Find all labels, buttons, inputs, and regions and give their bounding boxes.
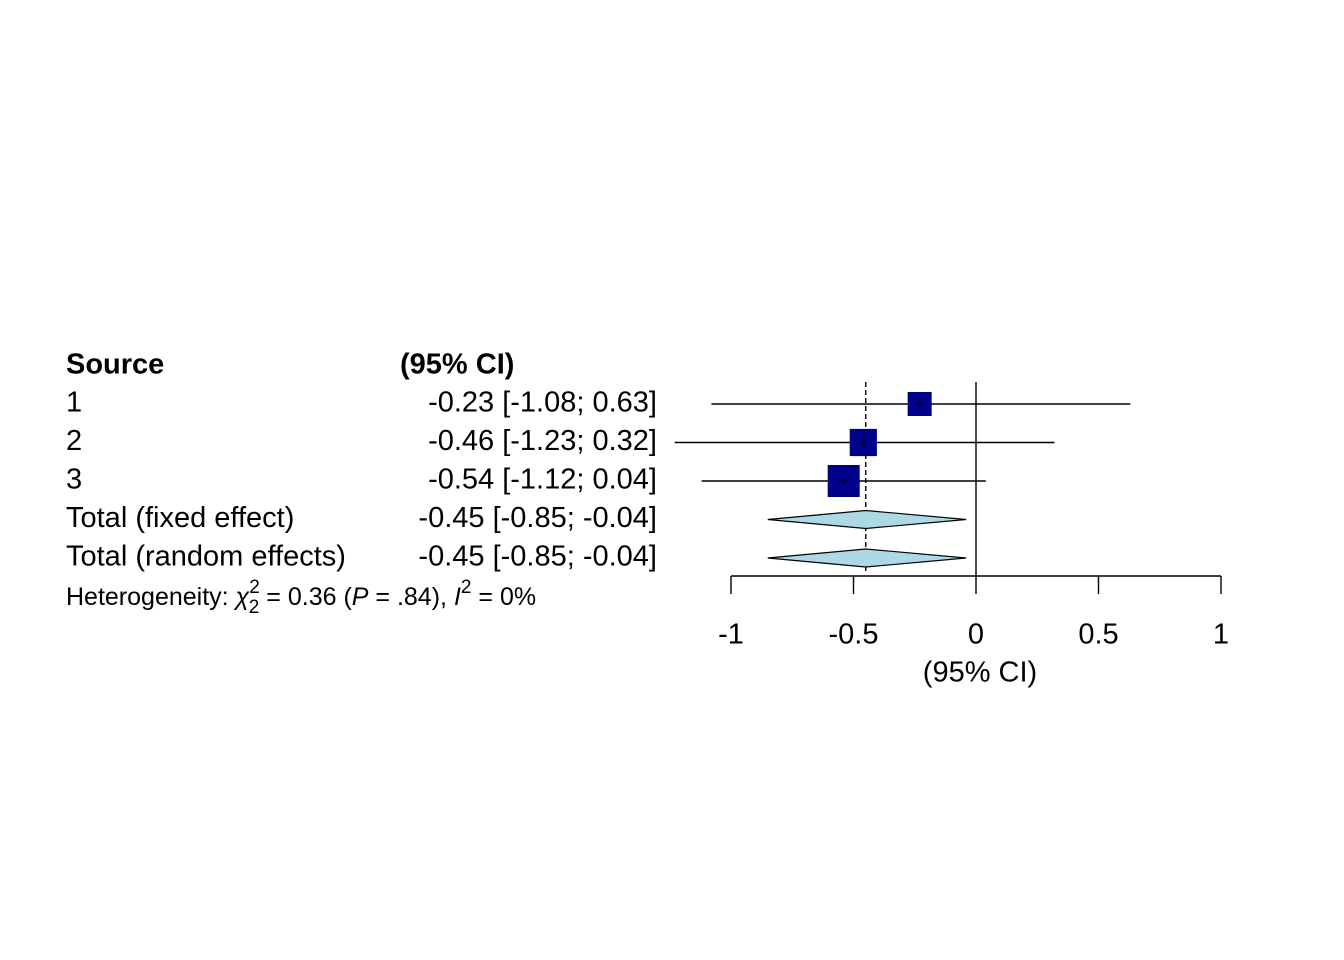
summary-label: Total (fixed effect)	[66, 502, 294, 534]
summary-diamond	[767, 509, 967, 530]
ci-value: -0.46 [-1.23; 0.32]	[428, 425, 657, 457]
source-header: Source	[66, 349, 164, 381]
study-label: 3	[66, 464, 82, 496]
x-tick-label: 0.5	[1078, 619, 1118, 651]
x-tick-label: -1	[718, 619, 744, 651]
summary-label: Total (random effects)	[66, 541, 346, 573]
x-tick-label: -0.5	[829, 619, 879, 651]
ci-value: -0.23 [-1.08; 0.63]	[428, 387, 657, 419]
ci-value: -0.45 [-0.85; -0.04]	[418, 541, 657, 573]
study-label: 1	[66, 387, 82, 419]
x-tick-label: 0	[968, 619, 984, 651]
ci-value: -0.45 [-0.85; -0.04]	[418, 502, 657, 534]
ci-header: (95% CI)	[400, 349, 514, 381]
summary-diamond	[767, 548, 967, 568]
heterogeneity-text: Heterogeneity: χ2 2 = 0.36 (P = .84), I2 …	[66, 577, 536, 618]
ci-value: -0.54 [-1.12; 0.04]	[428, 464, 657, 496]
study-label: 2	[66, 425, 82, 457]
x-axis-label: (95% CI)	[923, 657, 1037, 689]
x-tick-label: 1	[1213, 619, 1229, 651]
